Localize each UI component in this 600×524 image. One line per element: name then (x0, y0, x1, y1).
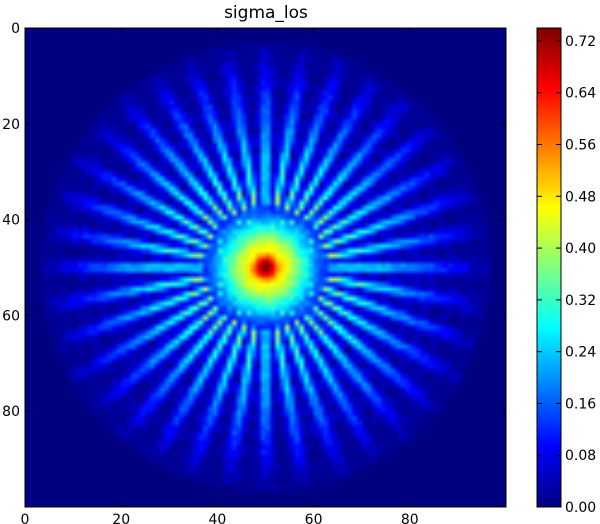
heatmap-image (25, 28, 506, 507)
plot-frame (24, 27, 507, 508)
colorbar-tick-label: 0.24 (565, 345, 596, 361)
x-tick-label: 0 (21, 512, 30, 524)
colorbar-tick-label: 0.40 (565, 241, 596, 257)
colorbar (536, 27, 562, 508)
y-tick-label: 0 (11, 21, 20, 37)
colorbar-tick-label: 0.48 (565, 189, 596, 205)
x-tick-label: 20 (112, 512, 130, 524)
colorbar-frame (536, 27, 562, 508)
y-tick-label: 40 (2, 213, 20, 229)
colorbar-tick-label: 0.72 (565, 34, 596, 50)
x-tick-label: 40 (208, 512, 226, 524)
y-tick-label: 80 (2, 404, 20, 420)
chart-title: sigma_los (224, 3, 308, 23)
colorbar-image (537, 28, 561, 507)
heatmap-plot (24, 27, 507, 508)
colorbar-tick-label: 0.64 (565, 86, 596, 102)
colorbar-axis: 0.00 0.08 0.16 0.24 0.32 0.40 0.48 0.56 0.64 0.72 (537, 34, 596, 516)
colorbar-tick-label: 0.32 (565, 293, 596, 309)
colorbar-tick-label: 0.16 (565, 396, 596, 412)
y-tick-label: 60 (2, 308, 20, 324)
y-axis: 0 20 40 60 80 (2, 21, 506, 420)
x-tick-label: 60 (305, 512, 323, 524)
colorbar-tick-label: 0.08 (565, 448, 596, 464)
x-tick-label: 80 (401, 512, 419, 524)
x-axis: 0 20 40 60 80 (21, 28, 419, 524)
colorbar-tick-label: 0.00 (565, 500, 596, 516)
y-tick-label: 20 (2, 117, 20, 133)
colorbar-tick-label: 0.56 (565, 138, 596, 154)
